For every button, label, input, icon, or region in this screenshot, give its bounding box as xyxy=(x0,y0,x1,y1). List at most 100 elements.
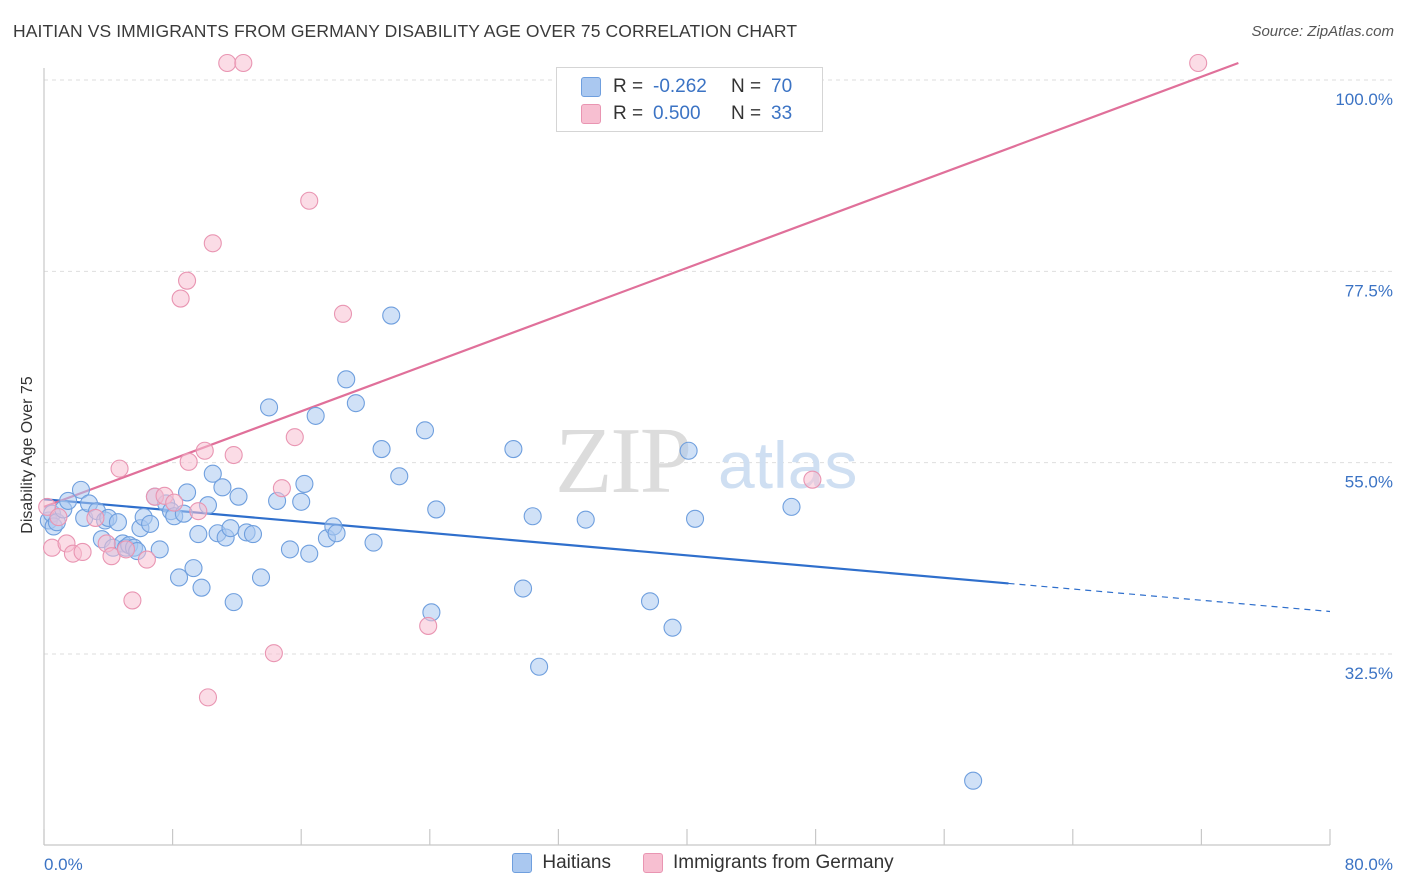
germany-point xyxy=(198,688,218,707)
haitian-point xyxy=(300,544,319,563)
legend-row-germany: R = 0.500 N = 33 xyxy=(581,101,792,127)
haitian-point xyxy=(679,441,698,460)
legend-n-label: N = xyxy=(731,76,762,97)
germany-point xyxy=(123,591,142,610)
y-tick-label: 32.5% xyxy=(1345,664,1393,683)
haitian-point xyxy=(504,440,523,459)
watermark-atlas: atlas xyxy=(718,428,857,502)
haitian-point xyxy=(184,559,203,578)
series-legend: Haitians Immigrants from Germany xyxy=(0,852,1406,874)
legend-r-value: 0.500 xyxy=(653,103,701,124)
haitian-point xyxy=(782,497,801,516)
gridlines xyxy=(44,79,1393,655)
series-label-haitians: Haitians xyxy=(542,852,611,873)
haitian-point xyxy=(251,568,271,587)
chart-title: HAITIAN VS IMMIGRANTS FROM GERMANY DISAB… xyxy=(13,21,798,41)
haitian-point xyxy=(576,510,595,529)
y-tick-label: 100.0% xyxy=(1335,90,1393,109)
series-swatch-haitians xyxy=(512,853,533,873)
tick-labels: 32.5% 55.0% 77.5% 100.0% 0.0% 80.0% xyxy=(44,90,1393,874)
haitian-point xyxy=(382,306,401,325)
x-tick-label: 0.0% xyxy=(44,855,83,874)
y-tick-label: 55.0% xyxy=(1345,473,1393,492)
germany-point xyxy=(178,271,197,290)
series-legend-germany[interactable]: Immigrants from Germany xyxy=(643,852,894,874)
germany-point xyxy=(49,508,68,527)
haitian-point xyxy=(178,483,197,502)
watermark: ZIP atlas xyxy=(555,409,857,513)
germany-point xyxy=(171,289,190,308)
germany-point xyxy=(419,616,438,635)
germany-point xyxy=(189,502,208,521)
germany-point xyxy=(110,459,129,478)
y-axis-label: Disability Age Over 75 xyxy=(19,376,36,534)
haitian-point xyxy=(203,464,222,483)
haitian-point xyxy=(192,578,211,597)
haitian-point xyxy=(306,406,325,425)
haitian-point xyxy=(59,491,78,510)
haitian-point xyxy=(295,474,314,493)
haitian-point xyxy=(427,500,446,519)
germany-point xyxy=(195,441,214,460)
haitian-point xyxy=(364,533,383,552)
germany-point xyxy=(165,493,184,512)
germany-point xyxy=(203,234,222,253)
haitian-point xyxy=(243,525,263,544)
germany-point xyxy=(803,470,822,489)
haitian-point xyxy=(964,771,983,790)
germany-point xyxy=(1189,53,1208,73)
legend-swatch-haitians xyxy=(581,77,601,97)
legend-n-label: N = xyxy=(731,103,762,124)
haitian-point xyxy=(530,657,549,676)
source-label: Source: ZipAtlas.com xyxy=(1251,23,1394,40)
germany-point xyxy=(300,191,319,210)
germany-point xyxy=(116,540,136,559)
haitian-point xyxy=(224,593,243,612)
haitian-point xyxy=(292,492,311,511)
data-points xyxy=(38,53,1208,790)
germany-point xyxy=(179,452,198,471)
series-swatch-germany xyxy=(643,853,663,873)
haitian-point xyxy=(346,394,365,413)
x-tick-label: 80.0% xyxy=(1345,855,1393,874)
haitians-trend-extension xyxy=(1008,582,1331,613)
haitian-point xyxy=(141,514,160,533)
haitian-point xyxy=(259,398,279,417)
y-tick-label: 77.5% xyxy=(1345,281,1393,300)
haitian-point xyxy=(685,509,705,528)
legend-n-value: 70 xyxy=(771,76,793,97)
germany-trend-line xyxy=(43,61,1239,508)
haitian-point xyxy=(513,579,533,598)
haitian-point xyxy=(523,507,542,526)
haitian-point xyxy=(327,524,346,543)
germany-point xyxy=(285,428,304,447)
haitian-point xyxy=(189,525,208,544)
haitian-point xyxy=(71,480,91,499)
haitian-point xyxy=(150,540,169,559)
germany-point xyxy=(272,479,291,498)
haitian-point xyxy=(169,568,189,587)
haitian-point xyxy=(229,487,248,506)
series-legend-haitians[interactable]: Haitians xyxy=(512,852,611,874)
haitian-point xyxy=(663,618,682,637)
germany-point xyxy=(224,445,243,465)
haitian-point xyxy=(108,513,127,532)
haitian-point xyxy=(280,540,299,559)
germany-point xyxy=(333,304,353,323)
watermark-zip: ZIP xyxy=(555,409,690,513)
legend-r-label: R = xyxy=(613,103,644,124)
haitian-point xyxy=(213,478,232,497)
haitian-point xyxy=(415,421,435,440)
correlation-legend: R = -0.262 N = 70 R = 0.500 N = 33 xyxy=(556,67,823,132)
legend-row-haitians: R = -0.262 N = 70 xyxy=(581,74,792,100)
series-label-germany: Immigrants from Germany xyxy=(673,852,894,873)
haitian-point xyxy=(390,467,409,486)
germany-point xyxy=(73,542,92,562)
germany-point xyxy=(86,508,105,527)
legend-r-value: -0.262 xyxy=(653,76,707,97)
germany-point xyxy=(38,497,57,516)
germany-point xyxy=(218,53,237,73)
haitian-point xyxy=(221,519,240,538)
germany-point xyxy=(137,550,156,569)
